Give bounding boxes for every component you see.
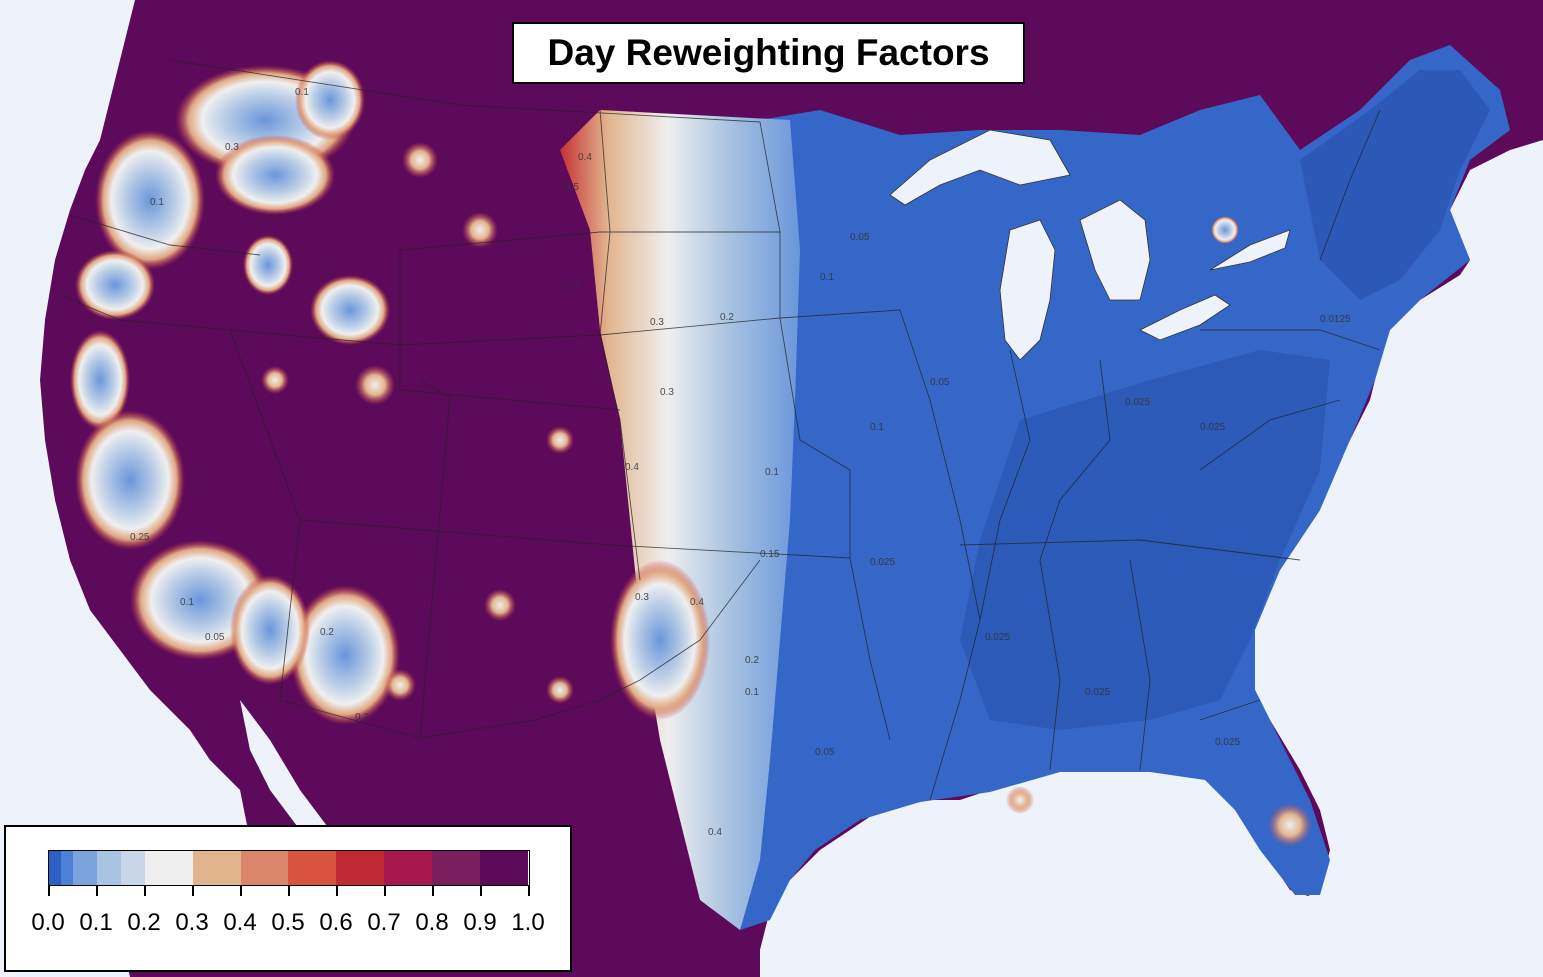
contour-label: 0.1 (870, 422, 884, 433)
colorbar-tick (336, 886, 338, 896)
contour-label: 0.25 (130, 532, 150, 543)
contour-label: 0.4 (690, 597, 704, 608)
colorbar-tick (192, 886, 194, 896)
colorbar-tick (528, 886, 530, 896)
contour-label: 0.025 (1125, 397, 1150, 408)
atlantic-coast (1262, 150, 1543, 930)
central-transition-band (560, 110, 800, 930)
gulf-of-mexico (760, 775, 1543, 977)
pacific-coast (0, 0, 250, 977)
map-title: Day Reweighting Factors (512, 22, 1025, 84)
colorbar-tick (240, 886, 242, 896)
contour-label: 0.05 (930, 377, 950, 388)
colorbar-tick-label: 0.3 (175, 909, 209, 936)
contour-label: 0.4 (578, 152, 592, 163)
contour-label: 0.15 (760, 549, 780, 560)
colorbar-swatch (96, 851, 121, 885)
contour-label: 0.025 (985, 632, 1010, 643)
colorbar-tick-label: 0.4 (223, 909, 257, 936)
colorbar-swatch (144, 851, 193, 885)
colorbar-swatch (60, 851, 73, 885)
colorbar-tick-label: 0.7 (367, 909, 401, 936)
contour-label: 0.3 (650, 317, 664, 328)
colorbar-swatch (192, 851, 241, 885)
western-blobs (70, 60, 710, 725)
colorbar-swatch (384, 851, 433, 885)
colorbar-tick (480, 886, 482, 896)
contour-label: 0.1 (765, 467, 779, 478)
contour-label: 0.4 (708, 827, 722, 838)
colorbar-swatch (432, 851, 480, 885)
contour-label: 0.025 (1215, 737, 1240, 748)
contour-label: 0.025 (1085, 687, 1110, 698)
colorbar-swatch (336, 851, 385, 885)
contour-label: 0.2 (745, 655, 759, 666)
colorbar (48, 850, 530, 886)
colorbar-ticks (48, 886, 530, 898)
colorbar-tick-label: 1.0 (511, 909, 545, 936)
colorbar-tick-label: 0.1 (79, 909, 113, 936)
contour-label: 0.1 (820, 272, 834, 283)
contour-label: 0.2 (720, 312, 734, 323)
contour-label: 0.1 (295, 87, 309, 98)
colorbar-tick (96, 886, 98, 896)
northeast-core (1300, 70, 1490, 300)
colorbar-legend: 0.0 0.1 0.2 0.3 0.4 0.5 0.6 0.7 0.8 0.9 1.0 (4, 825, 572, 972)
contour-label: 0.1 (180, 597, 194, 608)
colorbar-swatch (120, 851, 145, 885)
contour-label: 0.05 (815, 747, 835, 758)
contour-labels: 0.1 0.3 0.5 0.4 0.4 0.3 0.2 0.1 0.05 0.3… (130, 87, 1351, 838)
contour-label: 0.5 (565, 182, 579, 193)
contour-label: 0.1 (150, 197, 164, 208)
colorbar-tick-label: 0.0 (31, 909, 65, 936)
colorbar-tick-label: 0.8 (415, 909, 449, 936)
colorbar-tick-label: 0.9 (463, 909, 497, 936)
colorbar-tick-label: 0.6 (319, 909, 353, 936)
colorbar-swatch (240, 851, 289, 885)
contour-label: 0.05 (205, 632, 225, 643)
contour-label: 0.0125 (1320, 314, 1351, 325)
colorbar-swatch (479, 851, 528, 885)
colorbar-tick (432, 886, 434, 896)
contour-label: 0.3 (355, 712, 369, 723)
colorbar-swatch (49, 851, 61, 885)
colorbar-tick (384, 886, 386, 896)
colorbar-tick (48, 886, 50, 896)
contour-label: 0.2 (320, 627, 334, 638)
colorbar-tick-label: 0.5 (271, 909, 305, 936)
contour-label: 0.3 (660, 387, 674, 398)
colorbar-tick-label: 0.2 (127, 909, 161, 936)
colorbar-swatch (288, 851, 337, 885)
great-lakes (889, 129, 1291, 361)
contour-label: 0.1 (745, 687, 759, 698)
colorbar-tick (144, 886, 146, 896)
colorbar-swatch (72, 851, 97, 885)
contour-label: 0.3 (635, 592, 649, 603)
contour-label: 0.3 (225, 142, 239, 153)
contour-label: 0.4 (625, 462, 639, 473)
contour-label: 0.025 (1200, 422, 1225, 433)
contour-label: 0.05 (850, 232, 870, 243)
warm-spots (261, 142, 1312, 847)
colorbar-tick-labels: 0.0 0.1 0.2 0.3 0.4 0.5 0.6 0.7 0.8 0.9 1.0 (6, 909, 574, 939)
contour-label: 0.4 (565, 282, 579, 293)
colorbar-tick (288, 886, 290, 896)
contour-label: 0.025 (870, 557, 895, 568)
state-boundaries (59, 59, 1381, 801)
